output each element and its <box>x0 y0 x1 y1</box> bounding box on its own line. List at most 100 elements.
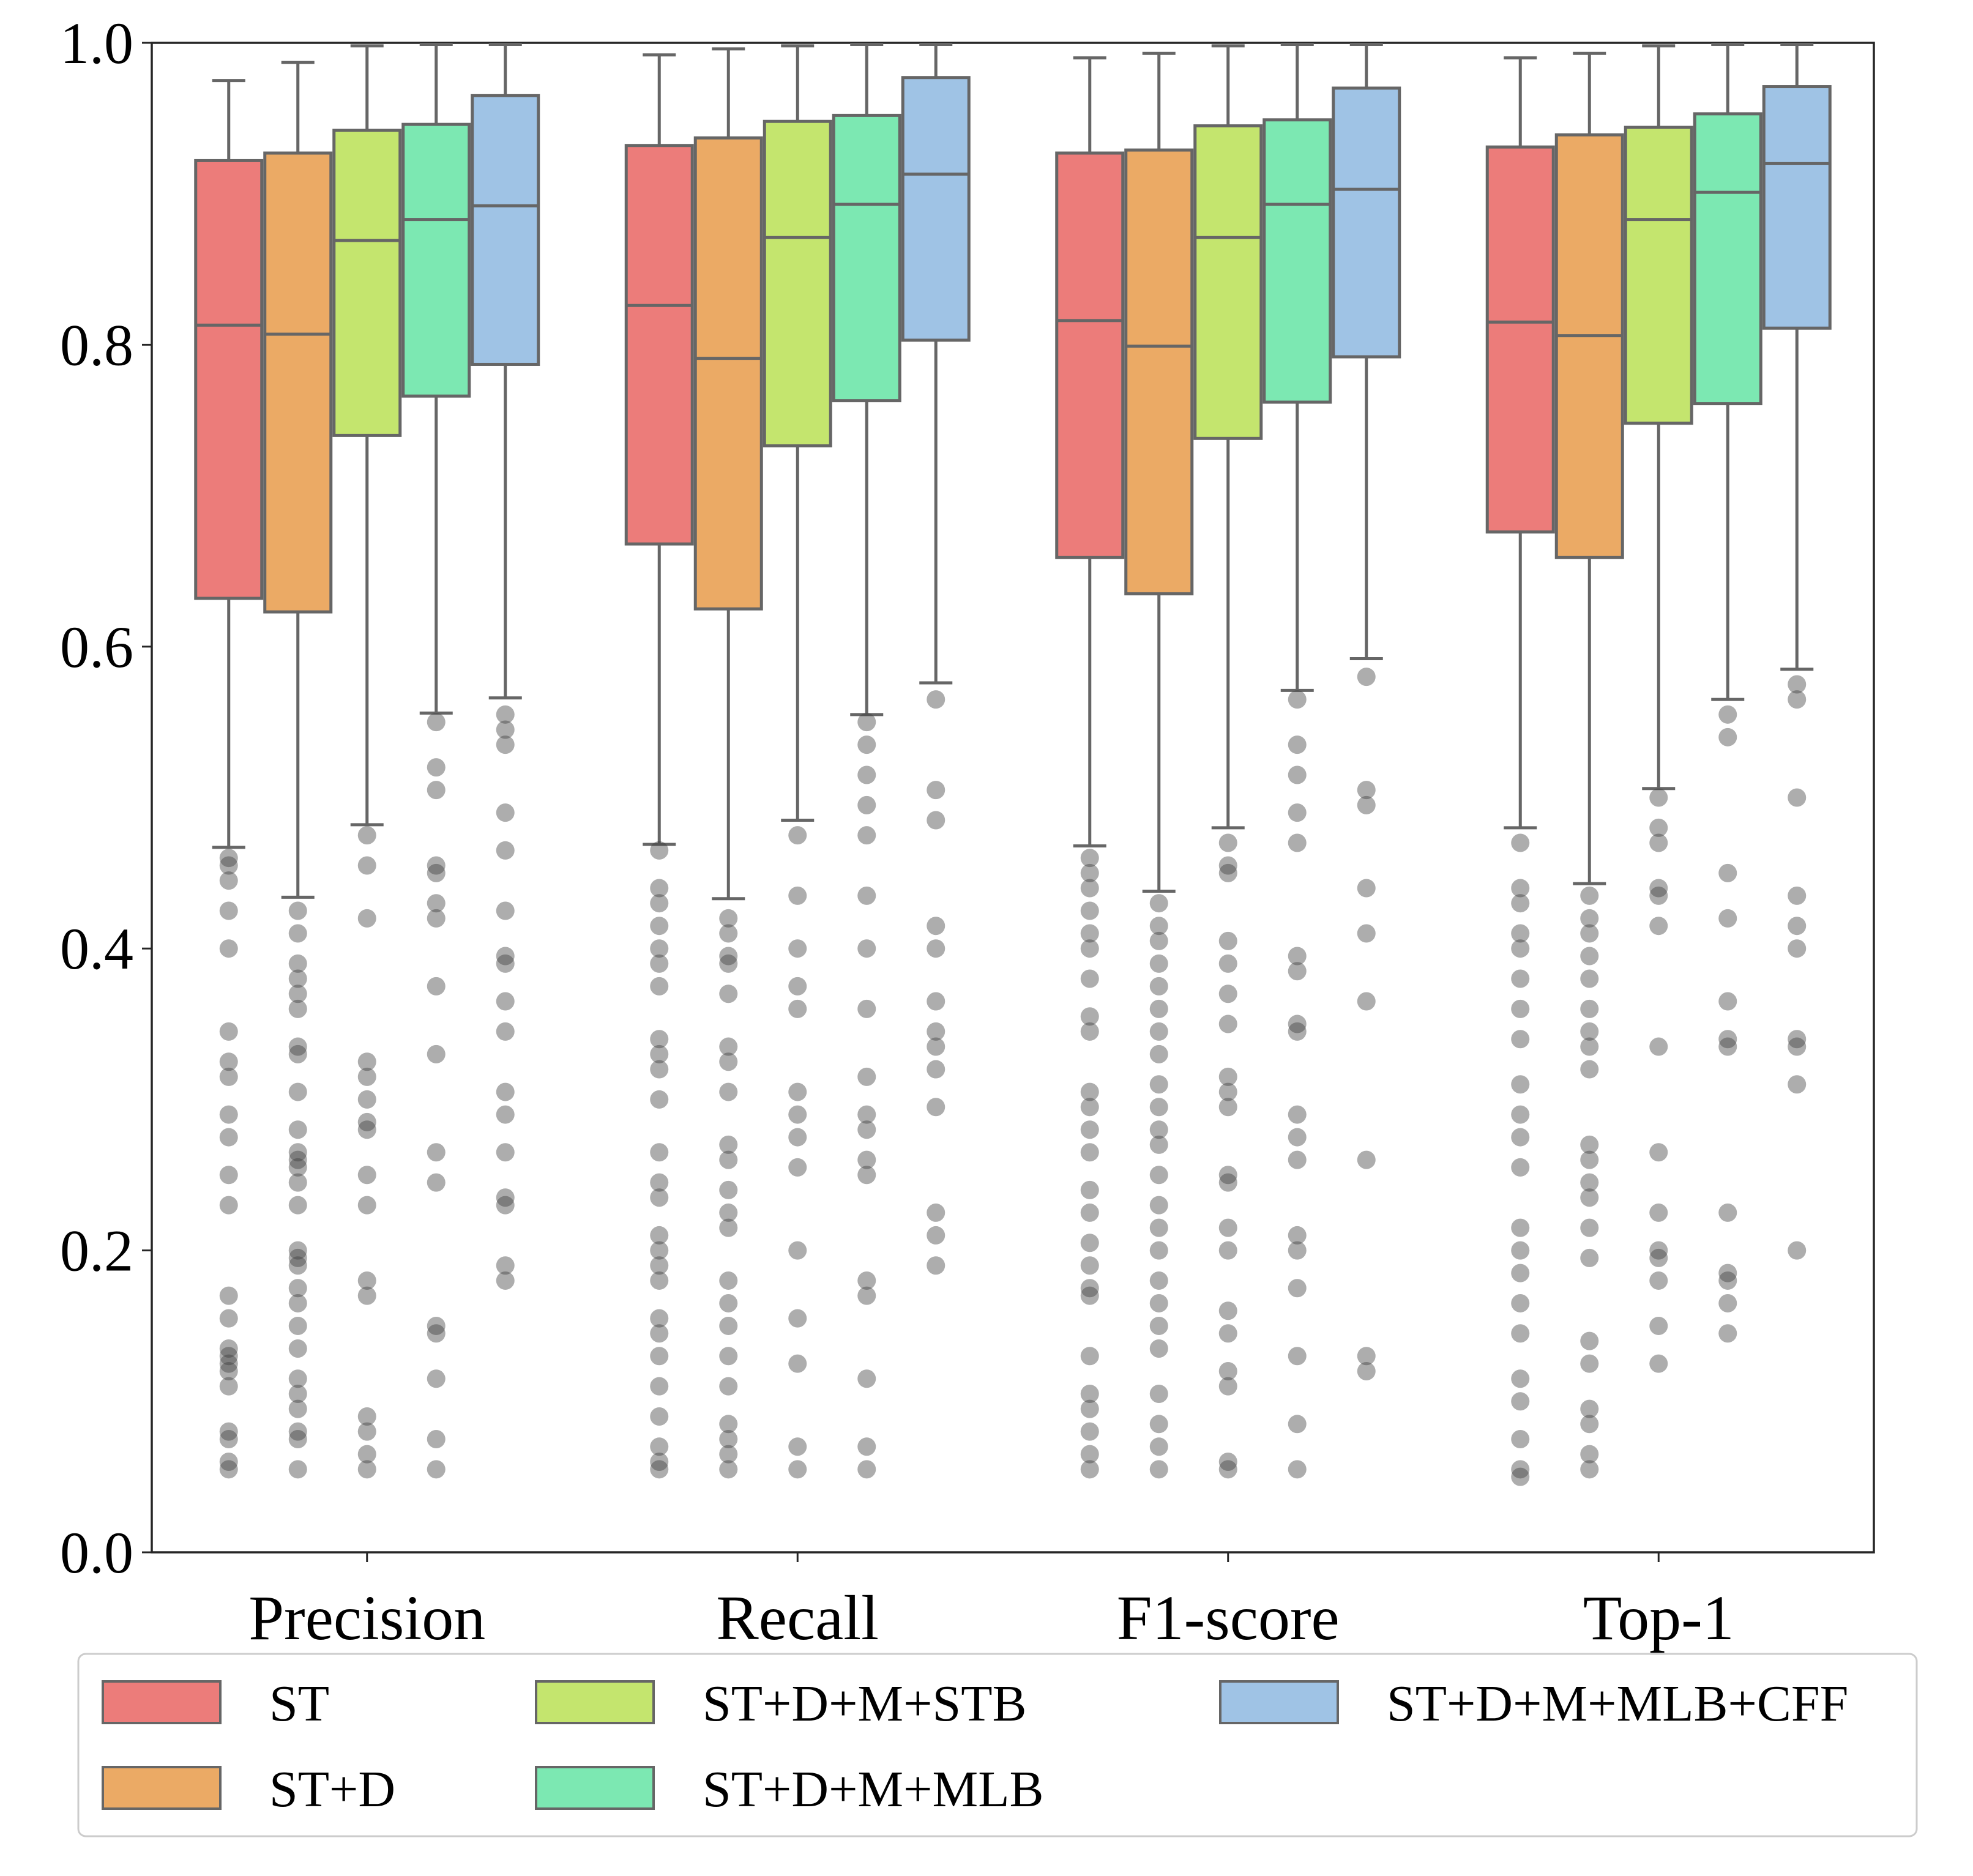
iqr-box <box>1485 145 1555 534</box>
outlier-point <box>650 1437 669 1456</box>
legend-label: ST+D+M+MLB <box>703 1761 1044 1818</box>
outlier-point <box>288 1422 307 1441</box>
outlier-point <box>219 1452 238 1471</box>
outlier-point <box>357 1271 376 1290</box>
outlier-point <box>650 1309 669 1328</box>
outlier-point <box>1080 1203 1099 1222</box>
outlier-point <box>1511 1392 1530 1411</box>
outlier-point <box>1149 1316 1168 1335</box>
outlier-point <box>427 1316 446 1335</box>
outlier-point <box>1288 690 1307 709</box>
box-st-d-precision <box>263 61 333 1479</box>
outlier-point <box>288 1460 307 1479</box>
outlier-point <box>719 1377 738 1396</box>
outlier-point <box>1649 833 1668 852</box>
outlier-point <box>1718 1271 1737 1290</box>
outlier-point <box>1357 1361 1376 1380</box>
outlier-point <box>788 1437 807 1456</box>
iqr-box <box>401 122 471 398</box>
outlier-point <box>1080 1286 1099 1305</box>
outlier-point <box>1788 917 1807 936</box>
outlier-point <box>219 871 238 890</box>
outlier-point <box>427 977 446 996</box>
outlier-point <box>1511 999 1530 1018</box>
outlier-point <box>1288 1014 1307 1033</box>
outlier-point <box>1218 1082 1237 1101</box>
box-st-d-recall <box>693 47 763 1479</box>
outlier-point <box>357 909 376 928</box>
outlier-point <box>788 1460 807 1479</box>
outlier-point <box>1580 947 1599 966</box>
outlier-point <box>1580 1331 1599 1350</box>
outlier-point <box>357 1422 376 1441</box>
outlier-point <box>1649 788 1668 807</box>
outlier-point <box>719 1037 738 1056</box>
outlier-point <box>1080 939 1099 958</box>
iqr-box <box>1762 85 1832 330</box>
outlier-point <box>1580 1354 1599 1373</box>
outlier-point <box>427 856 446 875</box>
outlier-point <box>650 1090 669 1109</box>
outlier-point <box>927 1022 945 1041</box>
outlier-point <box>1580 1188 1599 1207</box>
outlier-point <box>788 977 807 996</box>
outlier-point <box>1580 1060 1599 1079</box>
outlier-point <box>1511 1158 1530 1177</box>
outlier-point <box>719 985 738 1003</box>
outlier-point <box>650 1143 669 1162</box>
outlier-point <box>1218 856 1237 875</box>
outlier-point <box>219 1460 238 1479</box>
outlier-point <box>1511 1429 1530 1448</box>
outlier-point <box>288 1316 307 1335</box>
outlier-point <box>1149 1098 1168 1117</box>
legend: ST ST+D ST+D+M+STB ST+D+M+MLB ST+D+M+MLB+CFF <box>77 1653 1918 1837</box>
outlier-point <box>357 1120 376 1139</box>
outlier-point <box>427 909 446 928</box>
outlier-point <box>1149 1271 1168 1290</box>
outlier-point <box>857 1460 876 1479</box>
outlier-point <box>1580 909 1599 928</box>
outlier-point <box>857 886 876 905</box>
box-st-d-m-mlb-cff-f1-score <box>1332 42 1401 1380</box>
outlier-point <box>1357 668 1376 687</box>
outlier-point <box>650 1256 669 1275</box>
outlier-point <box>1149 917 1168 936</box>
iqr-box <box>194 158 264 600</box>
outlier-point <box>357 1090 376 1109</box>
outlier-point <box>1511 1075 1530 1094</box>
outlier-point <box>650 954 669 973</box>
outlier-point <box>1080 849 1099 868</box>
legend-swatch <box>535 1680 655 1724</box>
outlier-point <box>650 1460 669 1479</box>
y-tick-label: 0.2 <box>60 1218 133 1284</box>
outlier-point <box>857 1067 876 1086</box>
outlier-point <box>650 1407 669 1426</box>
outlier-point <box>219 901 238 920</box>
box-st-d-m-mlb-cff-recall <box>901 42 971 1275</box>
outlier-point <box>788 826 807 845</box>
y-tick-label: 1.0 <box>60 10 133 76</box>
outlier-point <box>219 1196 238 1215</box>
outlier-point <box>1080 1399 1099 1418</box>
outlier-point <box>1357 781 1376 800</box>
outlier-point <box>288 999 307 1018</box>
legend-item-st-d-m-stb: ST+D+M+STB <box>535 1675 1027 1732</box>
outlier-point <box>1580 1248 1599 1267</box>
y-tick-label: 0.8 <box>60 312 133 378</box>
outlier-point <box>1149 1022 1168 1041</box>
outlier-point <box>1357 992 1376 1011</box>
outlier-point <box>1511 1264 1530 1282</box>
iqr-box <box>1055 151 1125 559</box>
outlier-point <box>1511 1105 1530 1124</box>
box-st-d-m-mlb-cff-top-1 <box>1762 42 1832 1260</box>
box-st-d-m-stb-top-1 <box>1624 44 1693 1373</box>
outlier-point <box>1080 1460 1099 1479</box>
box-st-recall <box>624 53 694 1479</box>
outlier-point <box>288 1044 307 1063</box>
outlier-point <box>788 1105 807 1124</box>
outlier-point <box>1149 1218 1168 1237</box>
outlier-point <box>650 1030 669 1049</box>
outlier-point <box>1649 1037 1668 1056</box>
outlier-point <box>788 1354 807 1373</box>
